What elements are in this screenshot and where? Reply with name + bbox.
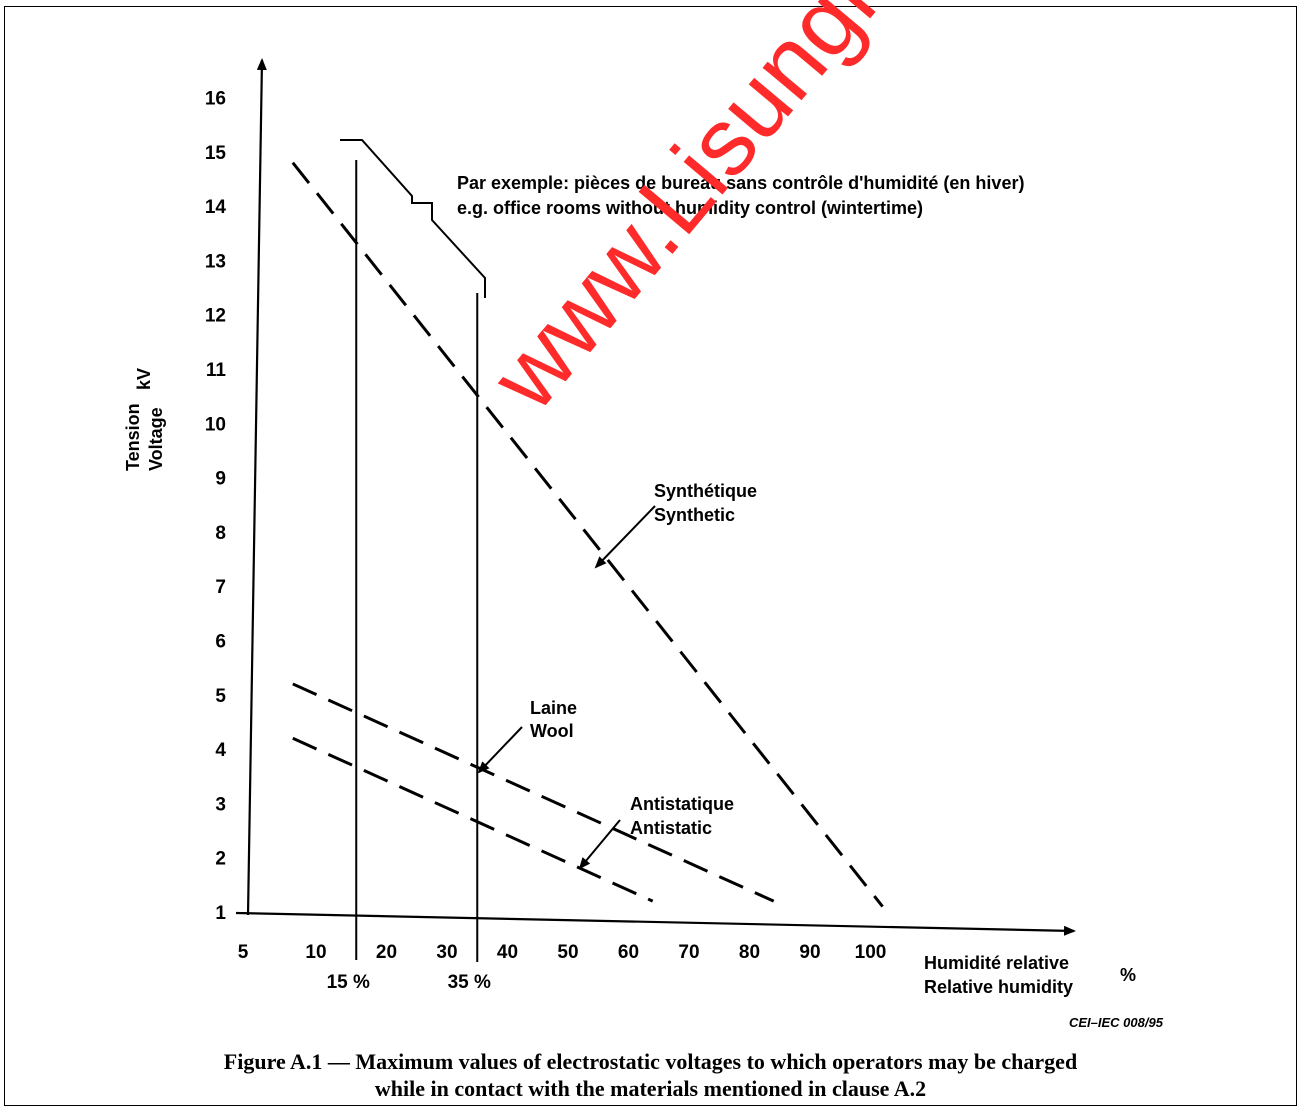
synthetic-pointer-arrow: [594, 505, 656, 569]
series-line-synthetic: [291, 161, 884, 908]
y-tick-1: 1: [215, 903, 226, 924]
y-axis: [246, 58, 267, 916]
y-axis-label-en: Voltage: [146, 407, 166, 471]
data-series: [291, 161, 884, 908]
x-tick-5: 5: [238, 942, 249, 963]
x-axis-label-en: Relative humidity: [924, 977, 1073, 997]
x-tick-50: 50: [557, 942, 578, 963]
figure-caption-line-1: Figure A.1 — Maximum values of electrost…: [223, 1049, 1078, 1074]
series-label-antistatic-fr: Antistatique: [630, 794, 734, 814]
y-axis-unit: kV: [134, 368, 154, 390]
x-tick-30: 30: [436, 942, 457, 963]
x-axis-title: Humidité relative Relative humidity %: [924, 953, 1136, 997]
ref-label-15: 15 %: [327, 972, 370, 993]
y-tick-7: 7: [215, 577, 226, 598]
x-axis-label-fr: Humidité relative: [924, 953, 1069, 973]
x-tick-20: 20: [376, 942, 397, 963]
annotation-text: Par exemple: pièces de bureau sans contr…: [457, 173, 1024, 218]
annotation-bracket: [340, 139, 486, 298]
y-tick-5: 5: [215, 686, 226, 707]
axes: [235, 58, 1076, 936]
x-axis: [235, 911, 1076, 936]
y-axis-label-fr: Tension: [123, 403, 143, 471]
y-tick-4: 4: [215, 740, 226, 761]
series-label-wool-en: Wool: [530, 721, 574, 741]
x-tick-labels: 5 10 20 30 40 50 60 70 80 90 100: [238, 942, 887, 963]
y-tick-13: 13: [205, 251, 226, 272]
series-label-wool-fr: Laine: [530, 698, 577, 718]
ref-label-35: 35 %: [448, 972, 491, 993]
figure-code: CEI–IEC 008/95: [1069, 1015, 1163, 1030]
series-line-antistatic: [292, 736, 654, 903]
annotation-en: e.g. office rooms without humidity contr…: [457, 198, 923, 218]
y-tick-9: 9: [215, 469, 226, 490]
y-tick-8: 8: [215, 523, 226, 544]
x-tick-90: 90: [799, 942, 820, 963]
x-tick-100: 100: [855, 942, 887, 963]
series-label-antistatic: Antistatique Antistatic: [578, 794, 734, 870]
y-tick-3: 3: [215, 794, 226, 815]
series-label-synthetic: Synthétique Synthetic: [594, 481, 757, 569]
series-label-synthetic-en: Synthetic: [654, 505, 735, 525]
figure-caption-line-2: while in contact with the materials ment…: [374, 1076, 927, 1101]
y-tick-10: 10: [205, 414, 226, 435]
series-label-wool: Laine Wool: [477, 698, 577, 774]
y-tick-16: 16: [205, 89, 226, 110]
y-tick-14: 14: [205, 197, 227, 218]
x-axis-unit: %: [1120, 965, 1136, 985]
y-tick-15: 15: [205, 143, 227, 164]
reference-lines: 15 % 35 %: [327, 160, 491, 993]
series-label-synthetic-fr: Synthétique: [654, 481, 757, 501]
wool-pointer-arrow: [477, 726, 523, 774]
x-tick-70: 70: [678, 942, 699, 963]
series-label-antistatic-en: Antistatic: [630, 818, 712, 838]
figure-frame: [4, 6, 1297, 1106]
y-axis-title: Tension Voltage kV: [123, 368, 166, 471]
x-tick-10: 10: [305, 942, 326, 963]
x-tick-80: 80: [739, 942, 760, 963]
y-tick-12: 12: [205, 306, 226, 327]
y-tick-6: 6: [215, 632, 226, 653]
x-tick-60: 60: [618, 942, 639, 963]
y-tick-11: 11: [206, 360, 227, 381]
x-tick-40: 40: [497, 942, 518, 963]
antistatic-pointer-arrow: [578, 819, 621, 870]
y-tick-2: 2: [215, 849, 226, 870]
series-line-wool: [292, 682, 775, 903]
annotation-fr: Par exemple: pièces de bureau sans contr…: [457, 173, 1024, 193]
